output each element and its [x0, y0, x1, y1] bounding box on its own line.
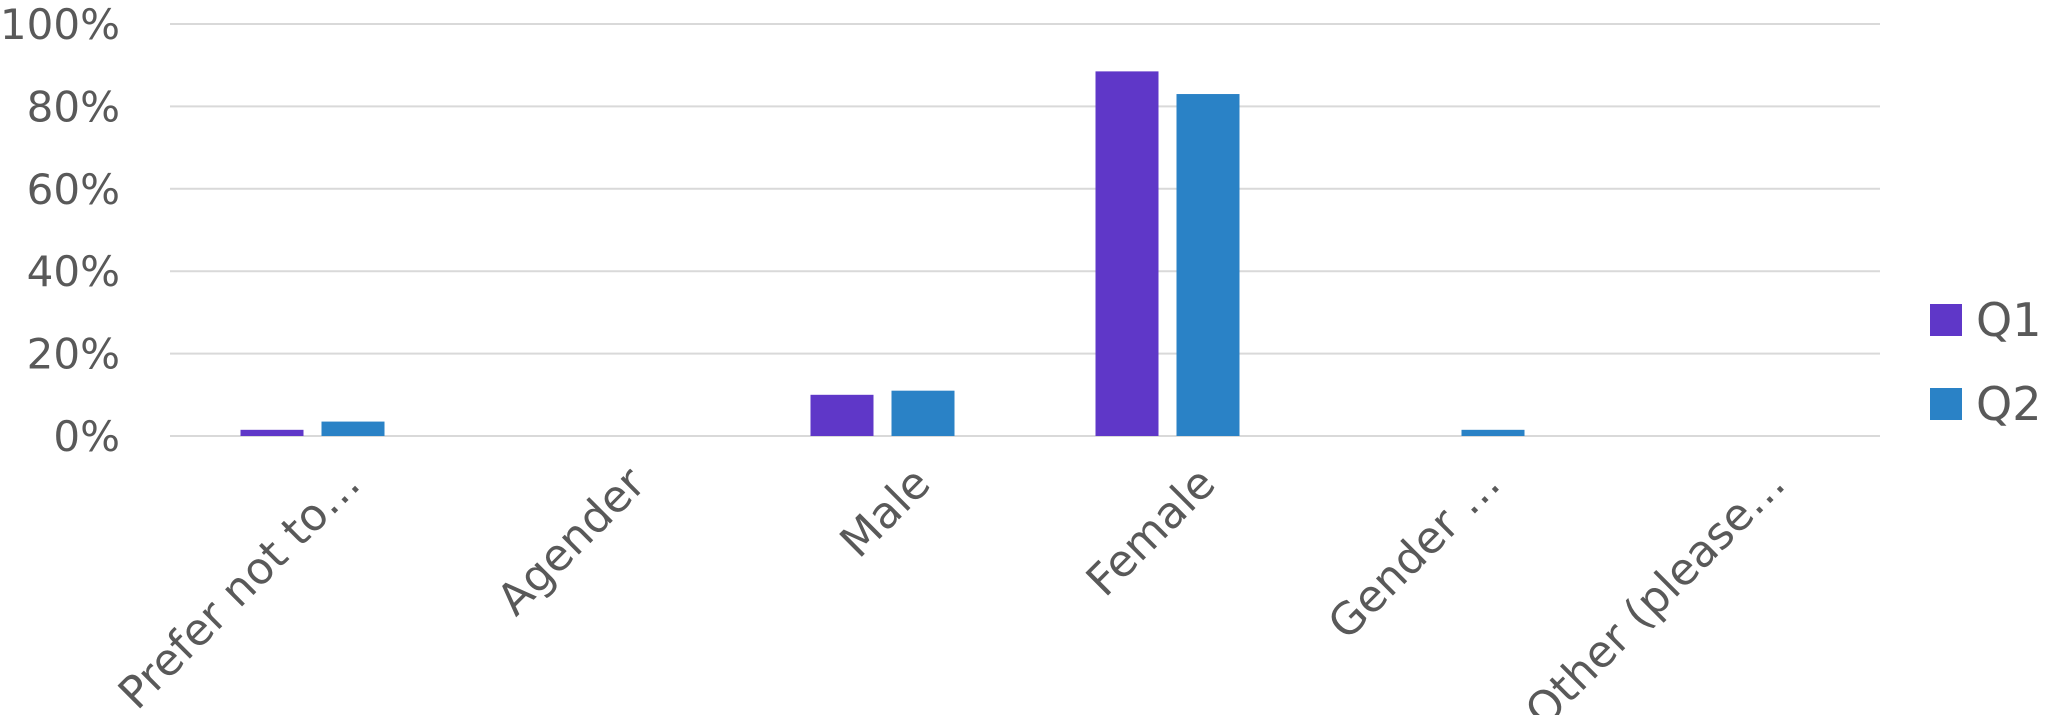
x-axis: Prefer not to… Agender Male Female Gender … O…: [109, 457, 1795, 715]
x-tick-label: Prefer not to…: [109, 458, 370, 715]
bar-q2: [1176, 94, 1240, 436]
bar-q1: [1095, 71, 1159, 436]
y-tick-label: 20%: [27, 330, 120, 379]
bar-q2: [891, 390, 955, 436]
y-axis: 0% 20% 40% 60% 80% 100%: [0, 0, 120, 461]
y-tick-label: 100%: [0, 0, 120, 49]
y-tick-label: 0%: [53, 412, 120, 461]
bar-q2: [1461, 429, 1525, 436]
x-tick-label: Other (please…: [1516, 458, 1795, 715]
legend-swatch-q2: [1930, 388, 1962, 420]
y-tick-label: 40%: [27, 247, 120, 296]
bar-q2: [321, 421, 385, 436]
bar-q1: [240, 429, 304, 436]
legend: Q1 Q2: [1930, 293, 2041, 431]
legend-swatch-q1: [1930, 304, 1962, 336]
x-tick-label: Female: [1077, 458, 1226, 607]
x-tick-label: Gender …: [1319, 458, 1511, 650]
x-tick-label: Agender: [488, 457, 656, 625]
y-tick-label: 80%: [27, 82, 120, 131]
gridlines: [170, 23, 1880, 437]
bars: [240, 71, 1525, 436]
y-tick-label: 60%: [27, 165, 120, 214]
legend-label-q1: Q1: [1976, 293, 2041, 347]
x-tick-label: Male: [831, 458, 941, 568]
legend-label-q2: Q2: [1976, 377, 2041, 431]
bar-q1: [810, 394, 874, 436]
